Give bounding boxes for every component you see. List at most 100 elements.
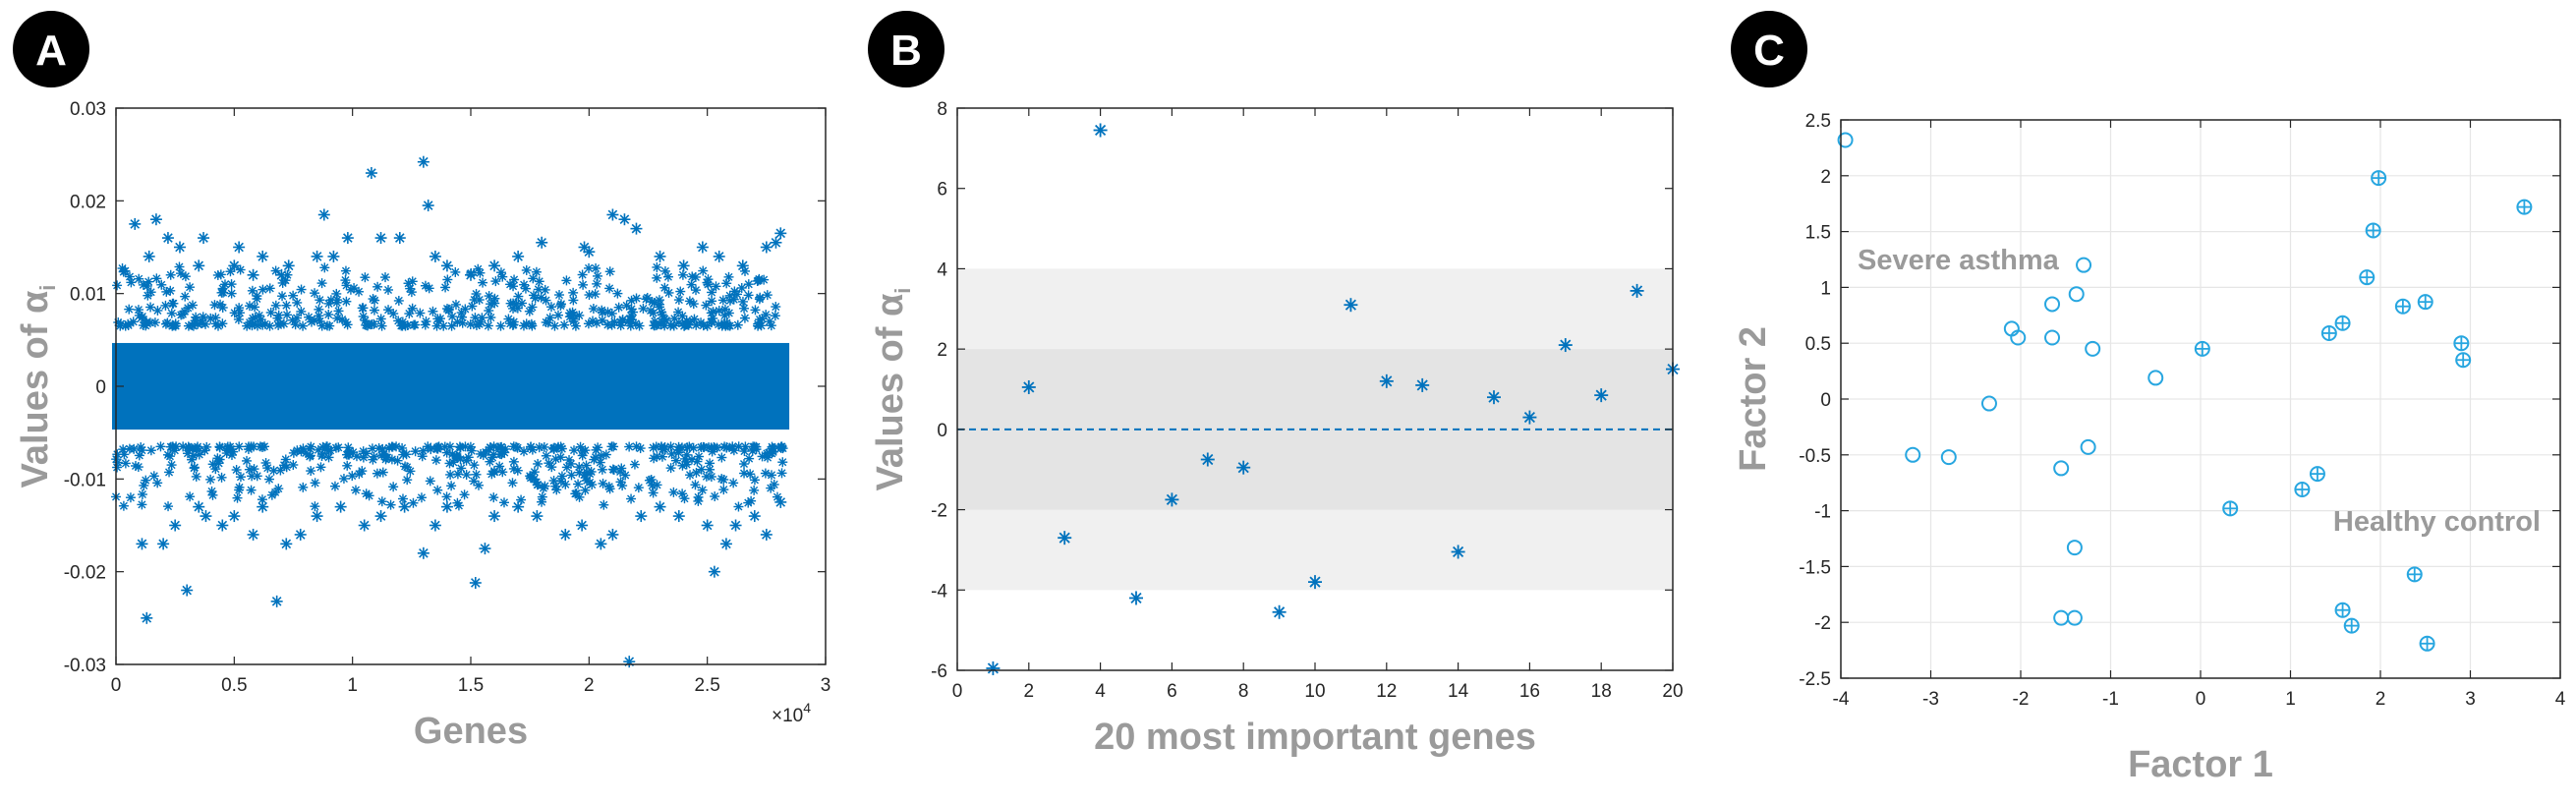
panel-a-point bbox=[564, 454, 575, 465]
panel-a-point bbox=[621, 300, 632, 311]
panel-c-point-plus bbox=[2222, 500, 2239, 517]
panel-b-xtick-label: 6 bbox=[1167, 681, 1177, 702]
panel-a-point bbox=[484, 306, 494, 316]
panel-a-point bbox=[369, 305, 379, 316]
panel-a-point bbox=[677, 259, 690, 272]
panel-c-xlabel: Factor 1 bbox=[2128, 744, 2273, 785]
panel-c-ytick-label: -2 bbox=[1814, 613, 1831, 634]
panel-b-xtick-label: 16 bbox=[1519, 681, 1540, 702]
panel-a-point bbox=[649, 453, 659, 464]
panel-a-point bbox=[574, 491, 585, 502]
panel-a-point bbox=[258, 284, 268, 295]
panel-a-point bbox=[442, 274, 453, 285]
panel-a-point bbox=[546, 462, 557, 473]
panel-a-point bbox=[567, 307, 578, 317]
panel-a-point bbox=[466, 445, 477, 456]
panel-c-point-open bbox=[2080, 438, 2096, 455]
panel-c-xtick-label: 3 bbox=[2465, 689, 2476, 710]
panel-a-point bbox=[533, 284, 544, 295]
panel-a-point bbox=[680, 453, 691, 464]
panel-a-point bbox=[595, 538, 607, 550]
panel-a-point bbox=[513, 291, 524, 302]
panel-c-xtick-label: -1 bbox=[2102, 689, 2119, 710]
panel-c-ytick-label: 2 bbox=[1820, 167, 1831, 188]
panel-a-point bbox=[304, 312, 315, 322]
panel-a-point bbox=[185, 491, 196, 502]
panel-a-point bbox=[446, 481, 457, 491]
panel-a-xtick-label: 1 bbox=[347, 675, 358, 696]
panel-a-point bbox=[456, 463, 467, 474]
panel-a-point bbox=[290, 319, 301, 330]
panel-a-point bbox=[666, 448, 677, 459]
panel-a-point bbox=[633, 483, 644, 493]
panel-a-point bbox=[454, 441, 465, 452]
panel-a-point bbox=[444, 458, 455, 469]
panel-a-point bbox=[200, 445, 210, 456]
panel-a-point bbox=[247, 320, 258, 331]
panel-a-point bbox=[166, 460, 177, 471]
panel-a-point bbox=[143, 276, 154, 287]
panel-a-point bbox=[677, 488, 688, 499]
panel-a-point bbox=[191, 471, 201, 482]
panel-a-point bbox=[182, 448, 193, 459]
panel-a-point bbox=[727, 443, 738, 454]
panel-c-ytick-label: 0 bbox=[1820, 390, 1831, 411]
panel-a-point bbox=[597, 305, 607, 316]
panel-a-point bbox=[774, 495, 787, 508]
panel-a-point bbox=[405, 466, 416, 477]
panel-a-point bbox=[762, 290, 773, 301]
panel-a-point bbox=[518, 320, 529, 331]
panel-b-point bbox=[1379, 373, 1394, 388]
panel-a-point bbox=[471, 469, 482, 480]
panel-a-point bbox=[152, 305, 163, 316]
panel-a-point bbox=[226, 279, 237, 290]
panel-a-point bbox=[486, 313, 496, 323]
panel-a-point bbox=[554, 290, 565, 301]
panel-a-point bbox=[157, 538, 170, 550]
panel-a-point bbox=[242, 455, 253, 466]
panel-a-point bbox=[478, 450, 488, 461]
panel-a-point bbox=[508, 319, 519, 330]
panel-a-point bbox=[490, 276, 501, 287]
panel-a-xtick-label: 0 bbox=[111, 675, 122, 696]
panel-a-point bbox=[360, 272, 371, 283]
panel-a-point bbox=[505, 298, 516, 309]
panel-c-point-plus bbox=[2365, 222, 2381, 239]
panel-a-point bbox=[143, 290, 153, 301]
panel-a-point bbox=[319, 262, 330, 273]
panel-a-point bbox=[391, 441, 402, 452]
panel-a-point bbox=[539, 441, 549, 452]
panel-a-point bbox=[184, 443, 195, 454]
panel-b-point bbox=[1308, 575, 1322, 590]
panel-a-point bbox=[583, 318, 594, 329]
panel-b-ytick-label: -2 bbox=[931, 501, 947, 522]
panel-a-dense-band bbox=[111, 261, 790, 512]
panel-a-point bbox=[247, 285, 258, 296]
panel-c-point-plus bbox=[2417, 294, 2433, 311]
panel-a-point bbox=[693, 491, 704, 502]
panel-a-point bbox=[292, 313, 303, 323]
panel-a-point bbox=[112, 280, 123, 291]
panel-a-point bbox=[288, 290, 299, 301]
panel-a-point bbox=[422, 200, 434, 212]
panel-a-point bbox=[327, 250, 340, 262]
panel-a-point bbox=[465, 319, 476, 330]
panel-a-point bbox=[385, 499, 396, 510]
panel-a-point bbox=[234, 485, 245, 495]
panel-a-point bbox=[606, 208, 619, 221]
panel-a-point bbox=[675, 286, 686, 297]
panel-a-point bbox=[705, 458, 716, 469]
panel-a-point bbox=[707, 287, 717, 298]
panel-a-point bbox=[617, 315, 628, 325]
panel-b-ytick-label: -6 bbox=[931, 661, 947, 682]
panel-a-point bbox=[341, 232, 354, 245]
panel-c-badge bbox=[1731, 11, 1807, 87]
panel-a-point bbox=[166, 308, 177, 318]
panel-a-point bbox=[696, 241, 709, 254]
panel-a-point bbox=[374, 232, 387, 245]
panel-a-point bbox=[566, 470, 577, 481]
panel-a-point bbox=[296, 284, 307, 295]
panel-a-point bbox=[648, 488, 658, 498]
panel-c-ytick-label: -1.5 bbox=[1799, 557, 1831, 578]
panel-a-point bbox=[252, 471, 262, 482]
